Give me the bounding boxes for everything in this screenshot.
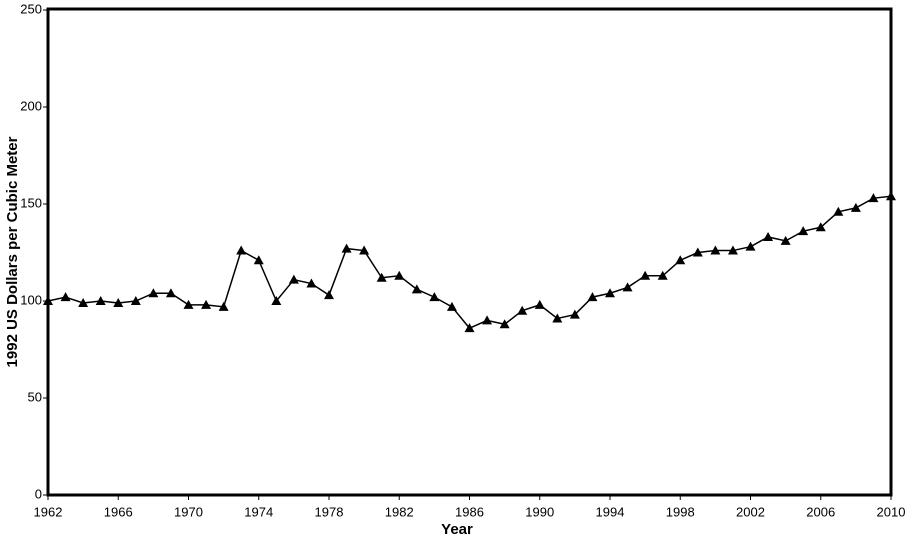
x-tick-label: 1994: [596, 504, 625, 519]
marker: [341, 243, 352, 253]
marker: [605, 288, 615, 298]
marker: [429, 292, 440, 302]
x-tick-label: 1974: [244, 504, 273, 519]
marker: [324, 290, 334, 300]
marker: [692, 247, 703, 257]
marker: [517, 305, 528, 315]
marker: [78, 297, 89, 307]
x-tick-label: 1966: [104, 504, 133, 519]
marker: [411, 284, 422, 294]
marker: [833, 206, 844, 216]
marker: [850, 202, 861, 212]
marker: [886, 191, 896, 201]
marker: [622, 282, 633, 292]
marker: [394, 270, 405, 280]
marker: [464, 323, 475, 333]
x-tick-label: 1982: [385, 504, 414, 519]
x-tick-label: 2002: [736, 504, 765, 519]
x-tick-label: 1970: [174, 504, 203, 519]
x-tick-label: 2010: [877, 504, 906, 519]
y-axis-title: 1992 US Dollars per Cubic Meter: [4, 136, 21, 367]
plot-frame: [46, 7, 893, 497]
x-tick-label: 1978: [315, 504, 344, 519]
y-tick-label: 50: [28, 389, 42, 404]
y-tick-label: 150: [20, 195, 42, 210]
x-tick-label: 2006: [806, 504, 835, 519]
marker: [236, 245, 247, 255]
marker: [95, 296, 106, 305]
marker: [43, 296, 53, 305]
marker: [253, 255, 264, 265]
marker: [148, 288, 159, 298]
marker: [640, 270, 651, 280]
marker: [201, 299, 212, 309]
marker: [569, 309, 580, 319]
marker: [113, 297, 124, 307]
y-tick-label: 0: [35, 486, 42, 501]
marker: [798, 226, 809, 236]
marker: [183, 299, 194, 309]
marker: [130, 296, 141, 305]
marker: [271, 296, 282, 305]
marker: [868, 193, 879, 203]
marker: [482, 315, 493, 325]
x-tick-label: 1962: [34, 504, 63, 519]
line: [47, 195, 892, 330]
marker: [306, 278, 317, 288]
marker: [446, 301, 457, 311]
x-tick-label: 1990: [525, 504, 554, 519]
marker: [218, 301, 229, 311]
x-axis-title: Year: [441, 521, 473, 538]
marker: [376, 272, 387, 282]
marker: [165, 288, 176, 298]
marker: [359, 245, 370, 255]
marker: [815, 222, 826, 232]
marker: [657, 270, 668, 280]
marker: [552, 313, 563, 323]
marker: [499, 319, 510, 329]
marker: [587, 292, 598, 302]
marker: [60, 292, 71, 302]
marker: [763, 231, 774, 241]
x-tick-label: 1986: [455, 504, 484, 519]
y-tick-label: 100: [20, 292, 42, 307]
y-tick-label: 200: [20, 98, 42, 113]
marker: [745, 241, 756, 251]
marker: [675, 255, 686, 265]
marker: [780, 235, 791, 245]
marker: [288, 274, 299, 284]
marker: [534, 299, 545, 309]
x-tick-label: 1998: [666, 504, 695, 519]
y-tick-label: 250: [20, 1, 42, 16]
marker: [710, 245, 721, 255]
marker: [727, 245, 738, 255]
